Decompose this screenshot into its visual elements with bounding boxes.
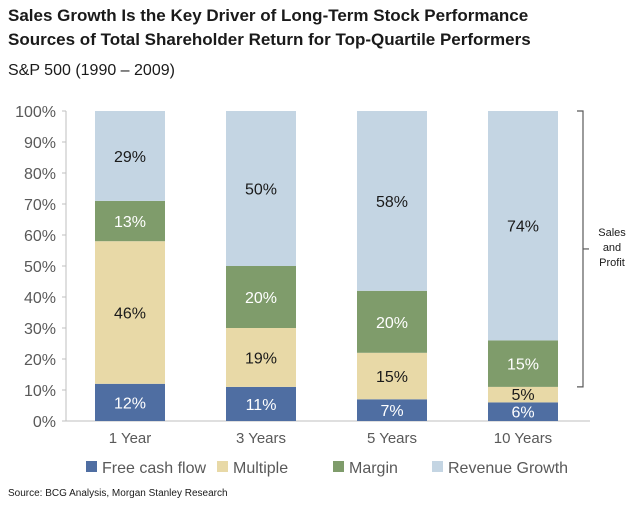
data-label: 58% <box>376 194 408 211</box>
data-label: 11% <box>246 397 277 414</box>
y-tick-label: 0% <box>33 414 56 431</box>
annotation-text: and <box>603 242 621 254</box>
x-tick-label: 3 Years <box>236 430 286 447</box>
chart-subtitle: Sources of Total Shareholder Return for … <box>8 30 531 49</box>
data-label: 74% <box>507 219 539 236</box>
y-tick-label: 10% <box>24 383 56 400</box>
data-label: 15% <box>376 369 408 386</box>
data-label: 20% <box>376 315 408 332</box>
bar-segment <box>95 111 165 201</box>
data-label: 5% <box>511 387 534 404</box>
bar-segment <box>357 111 427 291</box>
data-label: 12% <box>114 395 146 412</box>
bar-segment <box>357 290 427 353</box>
legend-swatch <box>217 461 228 472</box>
legend-swatch <box>333 461 344 472</box>
bar-segment <box>488 402 558 421</box>
legend-label: Multiple <box>233 460 288 477</box>
annotation-text: Profit <box>599 257 625 269</box>
data-label: 6% <box>511 405 534 422</box>
legend-label: Margin <box>349 460 398 477</box>
bracket-line <box>577 110 584 388</box>
bar-segment <box>95 200 165 242</box>
bar-segment <box>357 399 427 421</box>
bar-segment <box>226 386 296 421</box>
y-tick-label: 20% <box>24 352 56 369</box>
bar-segment <box>357 352 427 400</box>
bar-segment <box>488 340 558 387</box>
bar-segment <box>488 386 558 403</box>
legend-label: Revenue Growth <box>448 460 568 477</box>
data-label: 29% <box>114 149 146 166</box>
y-tick-label: 60% <box>24 228 56 245</box>
bar-segment <box>95 383 165 421</box>
x-tick-label: 10 Years <box>494 430 552 447</box>
data-label: 20% <box>245 290 277 307</box>
legend-label: Free cash flow <box>102 460 206 477</box>
x-tick-label: 5 Years <box>367 430 417 447</box>
y-tick-label: 90% <box>24 135 56 152</box>
bar-segment <box>226 111 296 266</box>
bar-segment <box>226 266 296 328</box>
y-tick-label: 80% <box>24 166 56 183</box>
data-label: 7% <box>380 403 403 420</box>
bar-segment <box>226 328 296 387</box>
data-label: 19% <box>245 350 277 367</box>
data-label: 50% <box>245 182 277 199</box>
y-tick-label: 30% <box>24 321 56 338</box>
y-tick-label: 100% <box>15 104 56 121</box>
legend-swatch <box>86 461 97 472</box>
data-label: 13% <box>114 214 146 231</box>
source-note: Source: BCG Analysis, Morgan Stanley Res… <box>8 488 228 499</box>
bar-segment <box>488 111 558 341</box>
x-tick-label: 1 Year <box>109 430 152 447</box>
y-tick-label: 40% <box>24 290 56 307</box>
y-tick-label: 50% <box>24 259 56 276</box>
data-label: 15% <box>507 357 539 374</box>
y-tick-label: 70% <box>24 197 56 214</box>
chart-title: Sales Growth Is the Key Driver of Long-T… <box>8 6 529 25</box>
annotation-text: Sales <box>598 227 626 239</box>
data-label: 46% <box>114 306 146 323</box>
index-label: S&P 500 (1990 – 2009) <box>8 62 175 79</box>
legend-swatch <box>432 461 443 472</box>
bar-segment <box>95 241 165 384</box>
